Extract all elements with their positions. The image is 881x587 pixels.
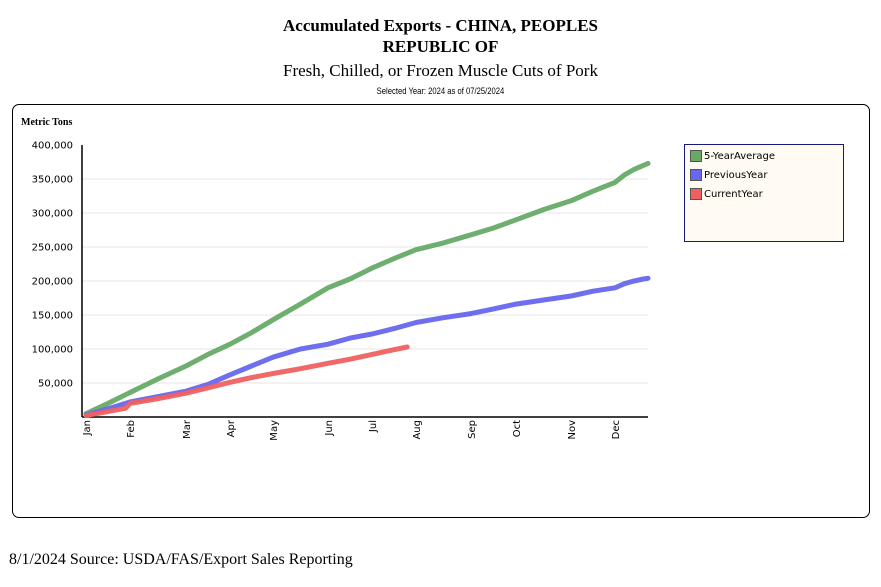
x-tick-label: Dec — [611, 420, 622, 439]
selected-year-label: Selected Year: 2024 as of 07/25/2024 — [376, 86, 505, 96]
x-tick-label: Nov — [567, 420, 578, 440]
chart-frame — [12, 104, 870, 518]
y-tick-label: 100,000 — [32, 345, 73, 356]
x-tick-label: Mar — [182, 419, 193, 439]
legend-swatch-current-year — [690, 188, 702, 200]
y-tick-label: 300,000 — [32, 209, 73, 220]
series-line-5-yearaverage — [83, 160, 651, 417]
y-tick-label: 200,000 — [32, 277, 73, 288]
legend-label-previous-year: PreviousYear — [704, 169, 768, 181]
x-tick-label: Jan — [82, 420, 93, 436]
legend-swatch-5-year-average — [690, 150, 702, 162]
legend-swatch-previous-year — [690, 169, 702, 181]
x-tick-label: May — [269, 420, 280, 441]
chart-title-line1: Accumulated Exports - CHINA, PEOPLES — [283, 16, 598, 35]
x-tick-label: Sep — [467, 420, 478, 439]
legend-label-5-year-average: 5-YearAverage — [704, 150, 776, 162]
x-tick-label: Aug — [412, 420, 423, 440]
source-footer: 8/1/2024 Source: USDA/FAS/Export Sales R… — [9, 551, 353, 568]
chart-subtitle: Fresh, Chilled, or Frozen Muscle Cuts of… — [283, 61, 598, 80]
legend-label-current-year: CurrentYear — [704, 188, 763, 200]
x-tick-label: Jul — [368, 420, 379, 433]
x-tick-label: Jun — [324, 420, 335, 437]
series-line-currentyear — [83, 344, 410, 419]
legend-item-previous-year: PreviousYear — [690, 168, 767, 182]
x-tick-label: Oct — [512, 420, 523, 437]
y-axis-title: Metric Tons — [21, 117, 73, 128]
legend-item-5-year-average: 5-YearAverage — [690, 149, 775, 163]
y-tick-label: 150,000 — [32, 311, 73, 322]
y-tick-label: 400,000 — [32, 141, 73, 152]
y-tick-label: 50,000 — [38, 379, 73, 390]
x-tick-label: Feb — [126, 420, 137, 438]
y-tick-label: 250,000 — [32, 243, 73, 254]
chart-title-line2: REPUBLIC OF — [382, 37, 499, 56]
x-tick-label: Apr — [226, 419, 237, 437]
chart-legend: 5-YearAverage PreviousYear CurrentYear — [684, 144, 844, 242]
y-tick-label: 350,000 — [32, 175, 73, 186]
legend-item-current-year: CurrentYear — [690, 187, 763, 201]
